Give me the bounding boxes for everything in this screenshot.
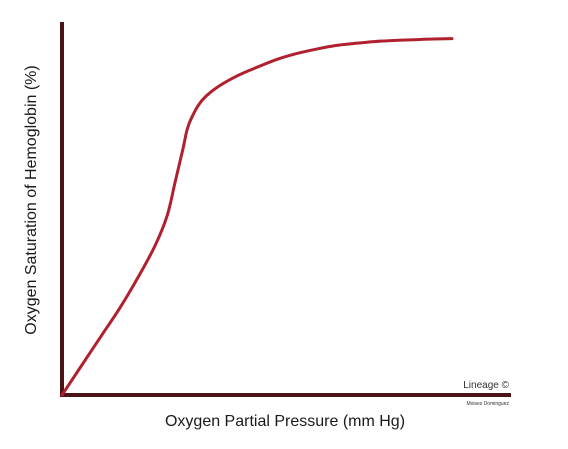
series-line-0	[60, 37, 454, 397]
x-axis-label: Oxygen Partial Pressure (mm Hg)	[165, 413, 405, 430]
series-layer	[60, 37, 454, 397]
credit-text: Lineage ©	[463, 380, 509, 391]
credit-author: Moises Dominguez	[466, 401, 509, 407]
y-axis-label: Oxygen Saturation of Hemoglobin (%)	[23, 65, 40, 334]
